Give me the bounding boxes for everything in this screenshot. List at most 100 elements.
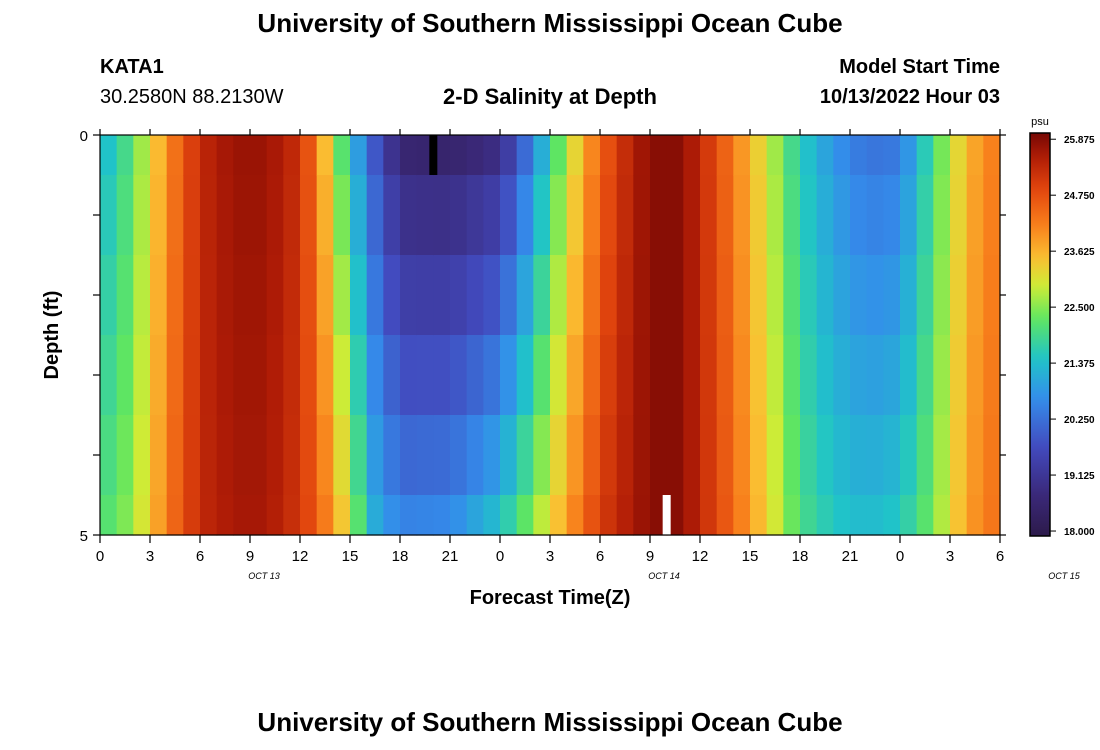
bottom-time-marker	[662, 495, 671, 535]
heatmap-cell	[966, 495, 984, 536]
colorbar: psu 18.000 19.125 20.250 21.375 22.500 23.625…	[1029, 116, 1095, 538]
heatmap-cell	[800, 415, 818, 496]
heatmap-cell	[100, 335, 118, 416]
heatmap-cell	[350, 335, 368, 416]
heatmap-cell	[216, 415, 234, 496]
y-tick-label: 5	[80, 528, 88, 545]
x-tick-label: 18	[792, 548, 809, 565]
heatmap-cell	[450, 135, 468, 176]
heatmap-cell	[466, 175, 484, 256]
x-tick-label: 6	[596, 548, 604, 565]
plot-title: 2-D Salinity at Depth	[443, 84, 657, 109]
heatmap-cell	[483, 335, 501, 416]
heatmap-cell	[550, 135, 568, 176]
heatmap-cell	[183, 415, 201, 496]
heatmap-cell	[916, 335, 934, 416]
heatmap-cell	[133, 415, 151, 496]
heatmap-cell	[283, 135, 301, 176]
heatmap-cell	[133, 175, 151, 256]
heatmap-cell	[283, 335, 301, 416]
heatmap-cell	[216, 255, 234, 336]
colorbar-ticks: 18.000 19.125 20.250 21.375 22.500 23.625 24.7…	[1050, 135, 1095, 538]
heatmap-cell	[333, 135, 351, 176]
heatmap-cell	[733, 175, 751, 256]
heatmap-cell	[750, 415, 768, 496]
heatmap-cell	[116, 255, 134, 336]
heatmap-cell	[850, 415, 868, 496]
heatmap-cell	[716, 175, 734, 256]
heatmap-cell	[583, 135, 601, 176]
x-tick-label: 3	[946, 548, 954, 565]
heatmap-cell	[233, 335, 251, 416]
heatmap-cell	[966, 255, 984, 336]
heatmap-cell	[250, 255, 268, 336]
heatmap-cell	[983, 175, 1001, 256]
x-axis-ticks: 0 3 6 9 12 15 18 21 0 3 6 9 12 15 18 21 0 3 6 OCT 13 OCT 14 O…	[96, 129, 1081, 581]
heatmap-cell	[866, 175, 884, 256]
heatmap-cell	[216, 135, 234, 176]
heatmap-cell	[950, 175, 968, 256]
heatmap-cell	[983, 255, 1001, 336]
heatmap-cell	[250, 335, 268, 416]
heatmap-cell	[616, 495, 634, 536]
heatmap-cell	[783, 255, 801, 336]
colorbar-tick-label: 22.500	[1064, 303, 1095, 314]
heatmap-cell	[316, 255, 334, 336]
heatmap-cell	[950, 415, 968, 496]
heatmap-cell	[983, 135, 1001, 176]
x-tick-label: 12	[692, 548, 709, 565]
colorbar-scale	[1029, 132, 1051, 537]
heatmap-cell	[700, 255, 718, 336]
heatmap-cell	[333, 335, 351, 416]
heatmap-cell	[683, 175, 701, 256]
station-id: KATA1	[100, 56, 164, 78]
heatmap-cell	[200, 135, 218, 176]
heatmap-cell	[983, 335, 1001, 416]
heatmap-cell	[816, 135, 834, 176]
heatmap-cell	[883, 415, 901, 496]
heatmap-cell	[400, 335, 418, 416]
heatmap-cell	[333, 255, 351, 336]
x-tick-label: 15	[342, 548, 359, 565]
heatmap-cell	[650, 335, 668, 416]
heatmap-cell	[933, 335, 951, 416]
heatmap-cell	[250, 415, 268, 496]
heatmap-cell	[816, 255, 834, 336]
heatmap-cell	[650, 255, 668, 336]
heatmap-cell	[600, 175, 618, 256]
x-tick-label: 21	[842, 548, 859, 565]
heatmap-cell	[400, 255, 418, 336]
heatmap-cell	[983, 415, 1001, 496]
heatmap-cell	[433, 335, 451, 416]
heatmap-cell	[750, 175, 768, 256]
heatmap-cell	[500, 495, 518, 536]
colorbar-tick-label: 21.375	[1064, 359, 1095, 370]
heatmap-cell	[716, 495, 734, 536]
heatmap-cell	[116, 415, 134, 496]
heatmap-cell	[350, 255, 368, 336]
colorbar-tick-label: 20.250	[1064, 415, 1095, 426]
heatmap-cell	[116, 335, 134, 416]
institution-title: University of Southern Mississippi Ocean…	[257, 8, 843, 38]
heatmap-cell	[500, 415, 518, 496]
x-tick-label: 6	[996, 548, 1004, 565]
heatmap-cell	[500, 135, 518, 176]
heatmap-cell	[350, 175, 368, 256]
heatmap-cell	[266, 175, 284, 256]
heatmap-cell	[700, 415, 718, 496]
heatmap-cell	[466, 135, 484, 176]
heatmap-cell	[900, 175, 918, 256]
heatmap-cell	[183, 175, 201, 256]
heatmap-cell	[850, 335, 868, 416]
heatmap-cell	[816, 415, 834, 496]
x-tick-label: 9	[646, 548, 654, 565]
heatmap-cell	[666, 335, 684, 416]
heatmap-cell	[450, 175, 468, 256]
heatmap-cell	[283, 175, 301, 256]
heatmap-cell	[283, 495, 301, 536]
heatmap-cell	[400, 495, 418, 536]
heatmap-cell	[200, 495, 218, 536]
x-tick-label: 21	[442, 548, 459, 565]
heatmap-cell	[166, 175, 184, 256]
heatmap-cell	[266, 495, 284, 536]
